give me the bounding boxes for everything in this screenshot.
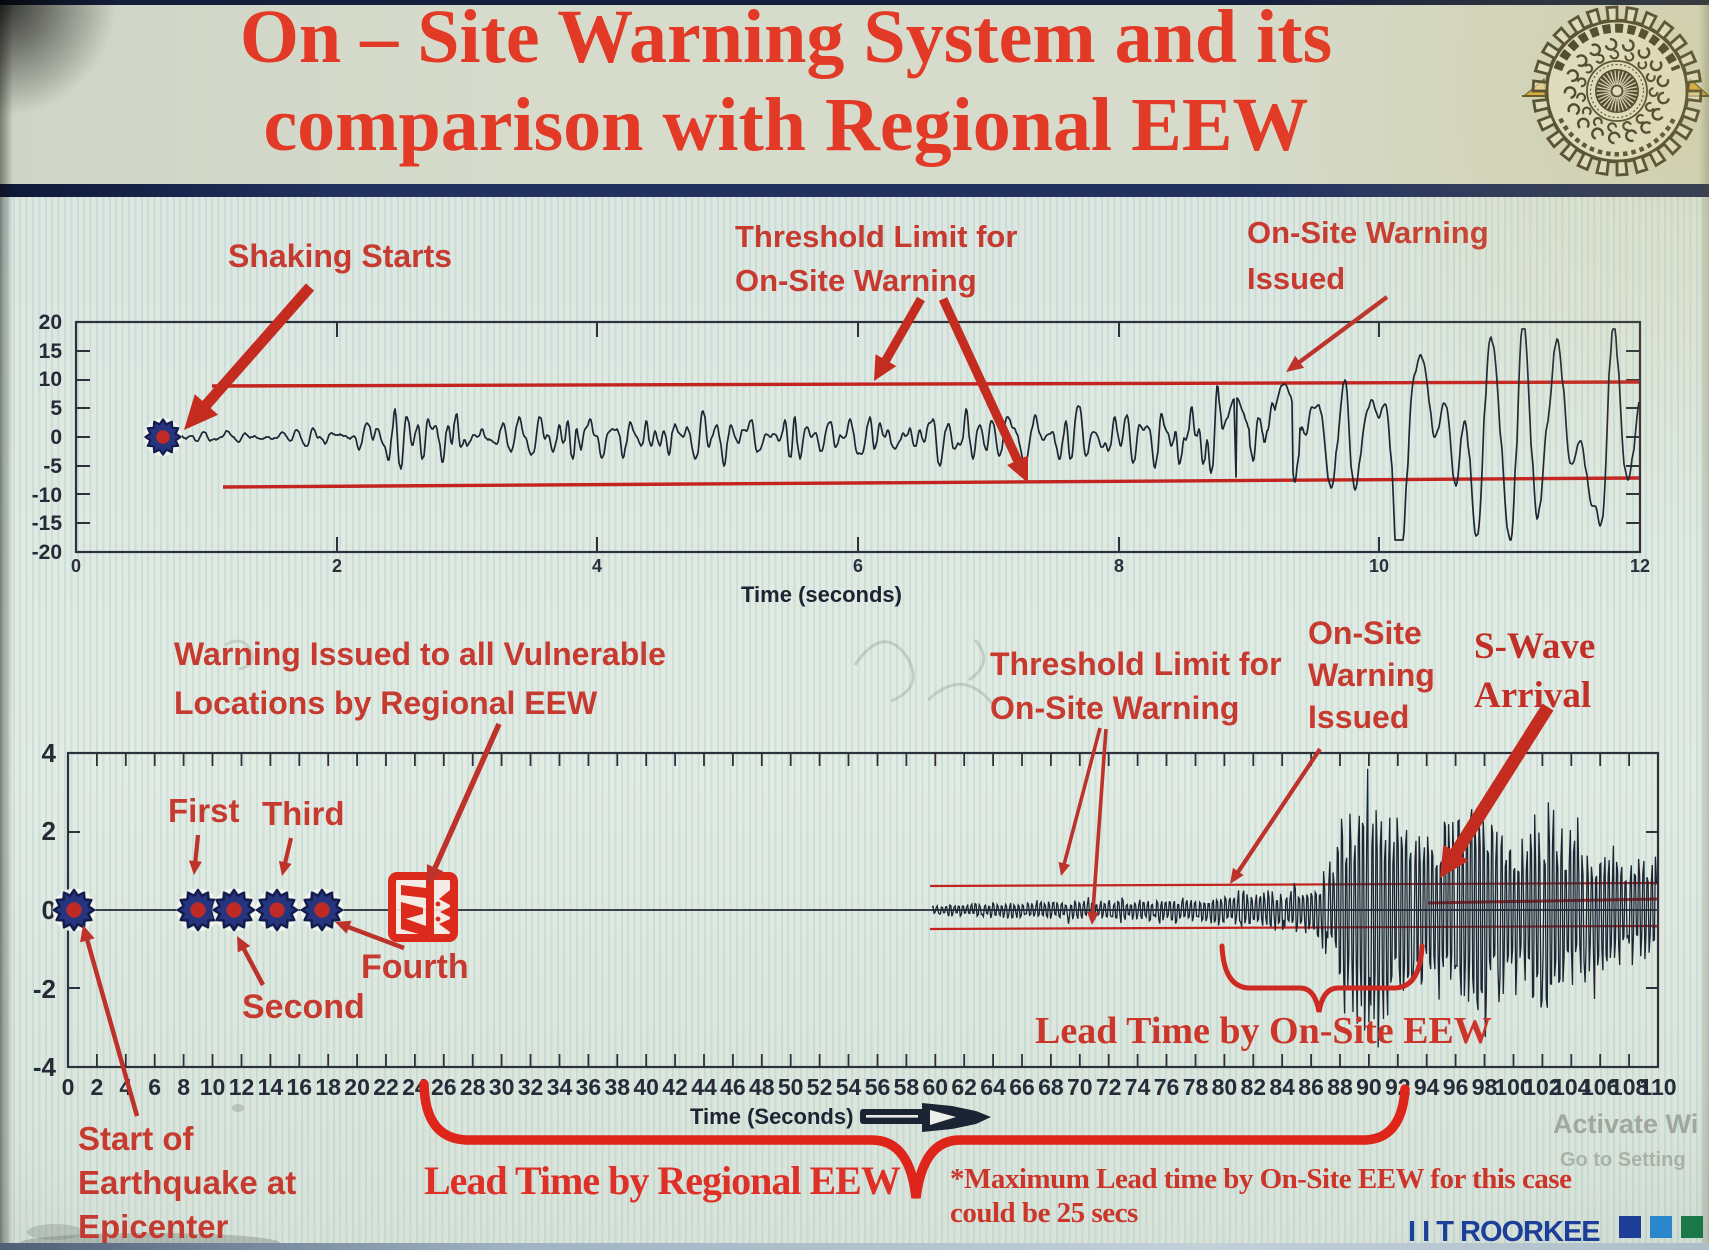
svg-text:-10: -10 bbox=[32, 484, 62, 507]
svg-text:15: 15 bbox=[39, 340, 63, 363]
svg-text:14: 14 bbox=[258, 1074, 284, 1100]
svg-text:72: 72 bbox=[1096, 1074, 1122, 1100]
svg-text:2: 2 bbox=[332, 556, 342, 576]
svg-text:16: 16 bbox=[287, 1074, 313, 1100]
svg-text:2: 2 bbox=[91, 1074, 104, 1100]
svg-text:-2: -2 bbox=[33, 974, 56, 1004]
svg-text:86: 86 bbox=[1298, 1074, 1324, 1100]
svg-text:-15: -15 bbox=[32, 512, 63, 535]
svg-text:4: 4 bbox=[592, 556, 602, 576]
svg-text:78: 78 bbox=[1183, 1074, 1209, 1100]
svg-text:38: 38 bbox=[605, 1074, 631, 1100]
svg-text:76: 76 bbox=[1154, 1074, 1180, 1100]
svg-text:44: 44 bbox=[691, 1074, 717, 1100]
svg-text:80: 80 bbox=[1212, 1074, 1238, 1100]
svg-text:6: 6 bbox=[853, 556, 863, 576]
svg-text:-20: -20 bbox=[32, 541, 62, 564]
svg-text:12: 12 bbox=[229, 1074, 255, 1100]
svg-text:74: 74 bbox=[1125, 1074, 1151, 1100]
svg-text:66: 66 bbox=[1009, 1074, 1035, 1100]
svg-text:5: 5 bbox=[50, 397, 62, 420]
svg-text:20: 20 bbox=[39, 311, 62, 334]
svg-text:52: 52 bbox=[807, 1074, 833, 1100]
svg-text:50: 50 bbox=[778, 1074, 804, 1100]
svg-text:46: 46 bbox=[720, 1074, 746, 1100]
svg-text:64: 64 bbox=[980, 1074, 1006, 1100]
svg-text:40: 40 bbox=[633, 1074, 659, 1100]
svg-text:42: 42 bbox=[662, 1074, 688, 1100]
svg-text:56: 56 bbox=[865, 1074, 891, 1100]
svg-text:4: 4 bbox=[42, 738, 57, 768]
svg-text:58: 58 bbox=[894, 1074, 920, 1100]
svg-text:54: 54 bbox=[836, 1074, 862, 1100]
svg-text:94: 94 bbox=[1414, 1074, 1440, 1100]
svg-text:70: 70 bbox=[1067, 1074, 1093, 1100]
svg-text:26: 26 bbox=[431, 1074, 457, 1100]
svg-text:2: 2 bbox=[42, 816, 56, 846]
svg-text:8: 8 bbox=[1114, 556, 1124, 576]
svg-text:0: 0 bbox=[71, 556, 81, 576]
svg-text:22: 22 bbox=[373, 1074, 399, 1100]
svg-text:0: 0 bbox=[50, 426, 62, 449]
svg-text:-5: -5 bbox=[43, 455, 62, 478]
svg-text:110: 110 bbox=[1639, 1074, 1676, 1100]
svg-text:48: 48 bbox=[749, 1074, 775, 1100]
svg-text:60: 60 bbox=[923, 1074, 949, 1100]
svg-text:96: 96 bbox=[1443, 1074, 1469, 1100]
svg-text:6: 6 bbox=[148, 1074, 161, 1100]
svg-text:34: 34 bbox=[547, 1074, 573, 1100]
svg-text:88: 88 bbox=[1327, 1074, 1353, 1100]
svg-text:36: 36 bbox=[576, 1074, 602, 1100]
svg-text:84: 84 bbox=[1269, 1074, 1295, 1100]
svg-text:10: 10 bbox=[39, 368, 62, 391]
svg-text:30: 30 bbox=[489, 1074, 515, 1100]
svg-text:10: 10 bbox=[200, 1074, 226, 1100]
svg-text:18: 18 bbox=[315, 1074, 341, 1100]
svg-text:68: 68 bbox=[1038, 1074, 1064, 1100]
svg-text:32: 32 bbox=[518, 1074, 544, 1100]
svg-text:20: 20 bbox=[344, 1074, 370, 1100]
svg-text:12: 12 bbox=[1630, 556, 1650, 576]
svg-text:90: 90 bbox=[1356, 1074, 1382, 1100]
svg-text:-4: -4 bbox=[33, 1052, 57, 1082]
svg-text:0: 0 bbox=[62, 1074, 75, 1100]
svg-text:82: 82 bbox=[1241, 1074, 1267, 1100]
svg-text:28: 28 bbox=[460, 1074, 486, 1100]
svg-text:8: 8 bbox=[177, 1074, 190, 1100]
svg-text:10: 10 bbox=[1369, 556, 1389, 576]
svg-text:62: 62 bbox=[951, 1074, 977, 1100]
